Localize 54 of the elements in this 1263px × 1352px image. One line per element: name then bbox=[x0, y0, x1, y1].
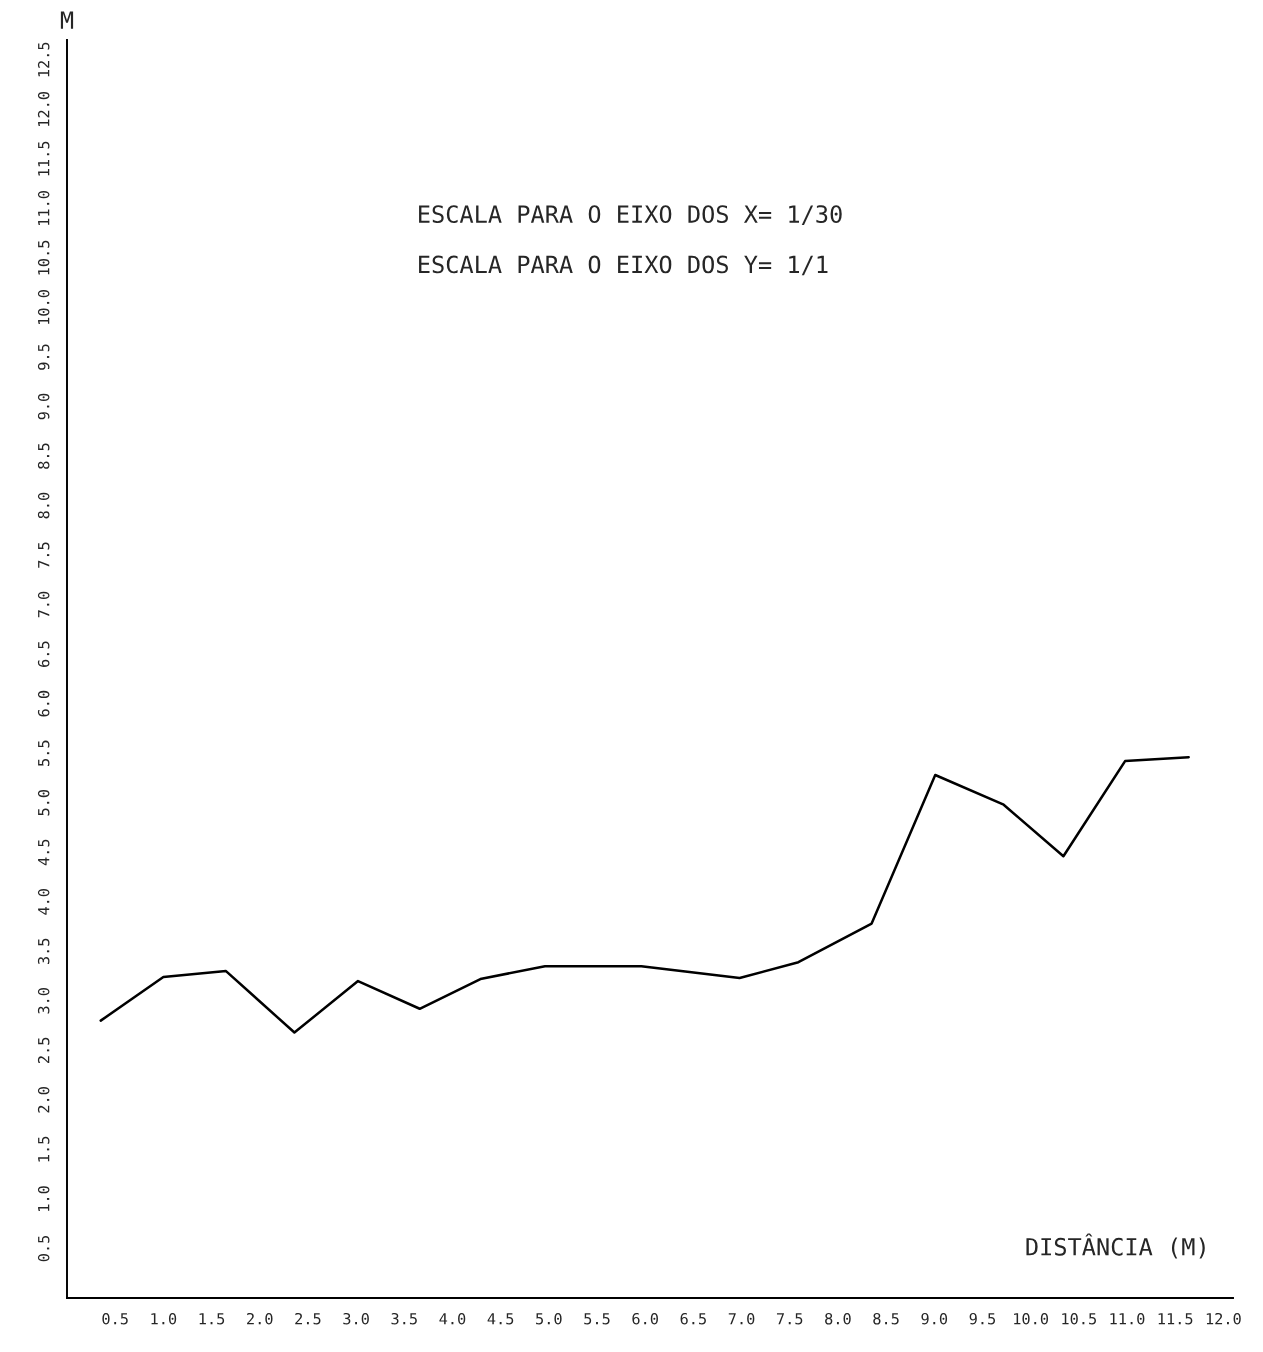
annotation: ESCALA PARA O EIXO DOS X= 1/30 bbox=[419, 205, 842, 225]
y-tick-label: 7.5 bbox=[38, 542, 50, 568]
y-tick-label: 9.5 bbox=[37, 344, 50, 370]
y-tick-label: 2.5 bbox=[37, 1037, 50, 1064]
y-tick-label: 8.5 bbox=[37, 443, 50, 469]
y-tick-label: 8.0 bbox=[37, 492, 50, 519]
x-tick-label: 9.0 bbox=[921, 1312, 948, 1325]
y-tick-label: 10.5 bbox=[37, 240, 50, 275]
x-tick-label: 3.5 bbox=[391, 1312, 417, 1325]
x-tick-label: 8.0 bbox=[825, 1312, 851, 1325]
x-tick-label: 2.5 bbox=[295, 1312, 321, 1325]
x-tick-label: 2.0 bbox=[247, 1312, 273, 1325]
y-tick-label: 3.0 bbox=[37, 988, 50, 1014]
y-tick-label: 6.5 bbox=[37, 641, 50, 667]
x-axis-title: DISTÂNCIA (M) bbox=[1026, 1233, 1205, 1259]
y-tick-label: 1.0 bbox=[37, 1186, 50, 1211]
y-tick-label: 7.0 bbox=[37, 591, 50, 618]
x-tick-label: 11.0 bbox=[1110, 1312, 1145, 1325]
x-tick-label: 8.5 bbox=[873, 1312, 899, 1325]
x-tick-label: 6.5 bbox=[680, 1312, 706, 1325]
y-tick-label: 12.0 bbox=[37, 91, 50, 126]
x-tick-label: 5.5 bbox=[584, 1313, 610, 1325]
annotation: ESCALA PARA O EIXO DOS Y= 1/1 bbox=[419, 255, 828, 276]
x-tick-label: 1.5 bbox=[199, 1313, 225, 1325]
y-axis-title: M bbox=[60, 11, 74, 29]
x-tick-label: 1.0 bbox=[151, 1312, 177, 1325]
y-tick-label: 3.5 bbox=[37, 938, 50, 965]
x-tick-label: 7.0 bbox=[728, 1312, 755, 1325]
line-series bbox=[99, 755, 1190, 1034]
y-tick-label: 1.5 bbox=[38, 1136, 50, 1162]
x-tick-label: 0.5 bbox=[102, 1312, 128, 1325]
x-tick-label: 9.5 bbox=[969, 1312, 996, 1325]
x-tick-label: 10.0 bbox=[1014, 1312, 1049, 1325]
y-tick-label: 2.0 bbox=[37, 1087, 50, 1113]
y-tick-label: 5.5 bbox=[38, 740, 50, 766]
x-tick-label: 10.5 bbox=[1062, 1312, 1096, 1325]
x-tick-label: 3.0 bbox=[343, 1312, 369, 1325]
x-tick-label: 4.0 bbox=[439, 1312, 466, 1325]
x-tick-label: 6.0 bbox=[632, 1312, 658, 1325]
y-tick-label: 6.0 bbox=[37, 690, 50, 717]
x-tick-label: 7.5 bbox=[776, 1313, 803, 1325]
y-tick-label: 11.0 bbox=[37, 190, 50, 225]
y-tick-label: 10.0 bbox=[37, 290, 50, 325]
y-tick-label: 4.0 bbox=[37, 888, 50, 915]
x-tick-label: 5.0 bbox=[536, 1312, 562, 1325]
x-tick-label: 11.5 bbox=[1158, 1313, 1193, 1325]
y-tick-label: 11.5 bbox=[38, 141, 50, 176]
y-tick-label: 0.5 bbox=[37, 1235, 50, 1262]
y-tick-label: 9.0 bbox=[37, 393, 50, 420]
y-tick-label: 12.5 bbox=[37, 42, 50, 77]
x-tick-label: 12.0 bbox=[1206, 1312, 1241, 1325]
y-tick-label: 5.0 bbox=[37, 789, 50, 816]
y-tick-label: 4.5 bbox=[38, 839, 50, 866]
x-tick-label: 4.5 bbox=[487, 1313, 514, 1325]
